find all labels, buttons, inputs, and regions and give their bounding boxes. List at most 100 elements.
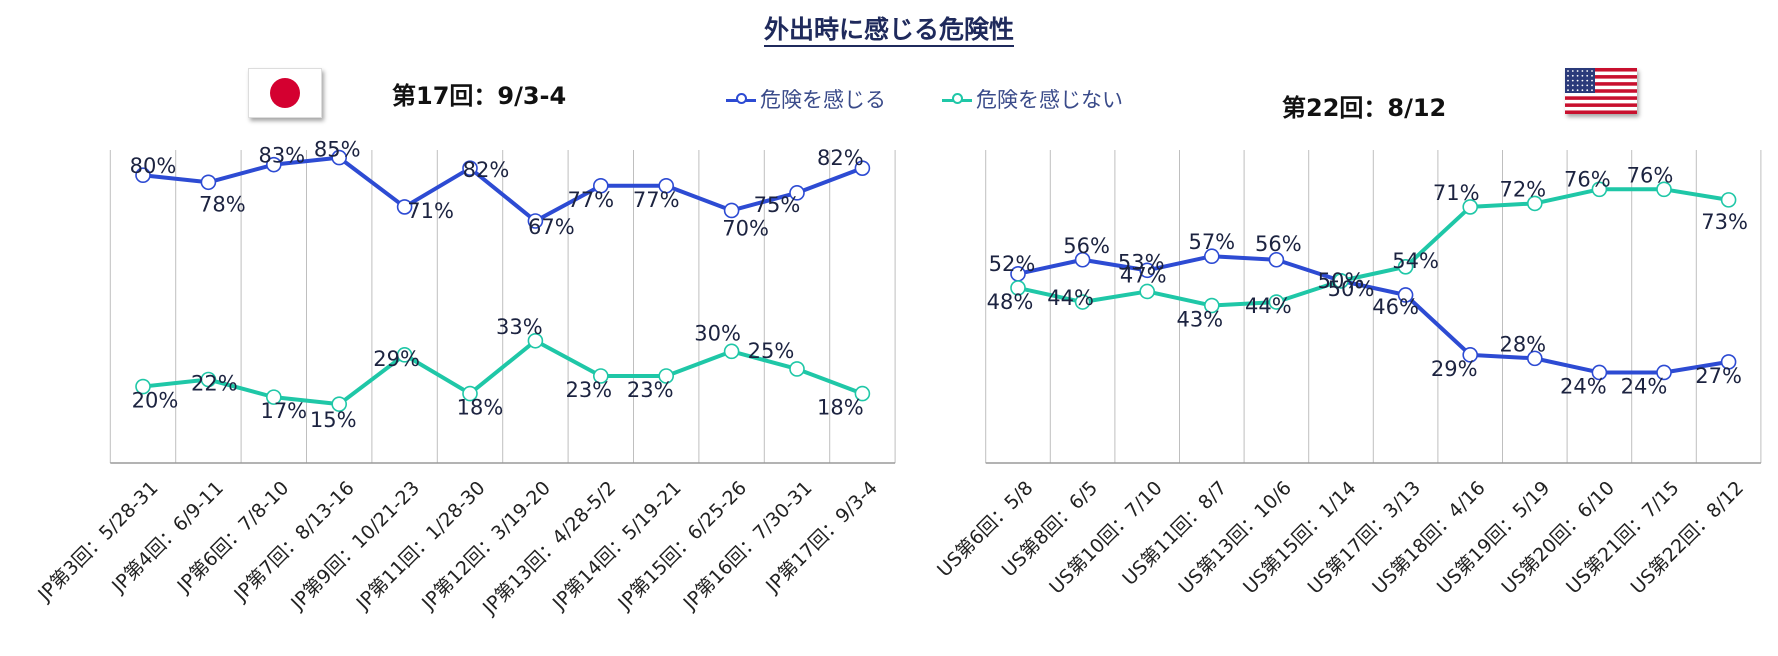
jp-point-no-danger: [200, 371, 217, 388]
us-point-danger: [1397, 287, 1414, 303]
flag-stripe: [1565, 75, 1637, 79]
flag-star: [1567, 84, 1569, 87]
flag-stripe: [1565, 110, 1637, 114]
legend-marker-danger: [736, 93, 747, 104]
usa-flag-svg: [1565, 68, 1637, 114]
jp-point-no-danger: [331, 396, 348, 412]
jp-data-label-danger: 75%: [754, 193, 801, 217]
flag-star: [1571, 89, 1574, 92]
flag-stripe: [1565, 68, 1637, 72]
jp-tick-label: JP第7回：8/13-16: [229, 477, 358, 606]
jp-tick-label: JP第14回：5/19-21: [548, 477, 686, 615]
jp-point-danger: [462, 160, 478, 176]
jp-data-label-no-danger: 20%: [132, 389, 179, 413]
us-data-label-no-danger: 44%: [1047, 286, 1094, 310]
jp-point-no-danger: [527, 332, 544, 349]
flag-star: [1576, 89, 1579, 92]
jp-point-danger: [135, 167, 151, 184]
flag-stripe: [1565, 96, 1637, 100]
us-point-no-danger: [1204, 297, 1220, 314]
us-tick-label: US第20回：6/10: [1497, 477, 1618, 598]
us-point-no-danger: [1139, 283, 1155, 300]
us-tick-label: US第18回：4/16: [1368, 477, 1489, 598]
jp-data-label-no-danger: 23%: [627, 378, 674, 402]
us-data-label-danger: 52%: [989, 252, 1036, 276]
jp-tick-label: JP第9回：10/21-23: [286, 477, 424, 615]
jp-series-line-no-danger: [142, 338, 864, 407]
flag-star: [1586, 74, 1589, 77]
flag-star: [1591, 70, 1593, 72]
flag-star: [1581, 74, 1584, 77]
flag-star: [1571, 70, 1574, 72]
us-data-label-danger: 53%: [1118, 250, 1165, 274]
us-data-label-danger: 56%: [1063, 234, 1110, 258]
flag-star: [1581, 84, 1584, 87]
flag-star: [1586, 89, 1589, 92]
flag-star: [1591, 84, 1593, 87]
jp-point-danger: [396, 199, 413, 215]
usa-flag-icon: [1565, 68, 1637, 114]
jp-tick-label: JP第16回：7/30-31: [679, 477, 817, 615]
japan-flag-disc: [270, 78, 300, 108]
flag-star: [1576, 79, 1579, 82]
us-data-label-no-danger: 73%: [1701, 210, 1748, 234]
jp-point-no-danger: [396, 347, 413, 363]
jp-tick-label: JP第4回：6/9-11: [107, 477, 228, 598]
jp-data-label-no-danger: 18%: [457, 396, 504, 420]
us-data-label-danger: 56%: [1255, 232, 1302, 256]
jp-data-label-danger: 78%: [199, 192, 246, 216]
flag-star: [1581, 79, 1584, 82]
flag-star: [1576, 74, 1579, 77]
us-point-no-danger: [1010, 280, 1026, 296]
jp-point-danger: [658, 177, 675, 194]
jp-point-no-danger: [854, 385, 871, 402]
flag-star: [1581, 89, 1584, 92]
jp-data-label-danger: 77%: [633, 188, 680, 212]
us-chart-subtitle: 第22回：8/12: [1282, 94, 1447, 122]
us-line-chart: 52%56%53%57% 56%50%46%29%28%24% 24% 27%48% 4…: [933, 150, 1762, 598]
jp-data-label-no-danger: 25%: [748, 339, 795, 363]
jp-data-label-no-danger: 18%: [817, 396, 864, 420]
jp-data-label-danger: 70%: [722, 216, 769, 240]
flag-star: [1567, 89, 1569, 92]
legend-marker-no-danger: [952, 93, 963, 104]
us-data-label-no-danger: 47%: [1120, 263, 1167, 287]
us-point-no-danger: [1527, 195, 1543, 212]
jp-point-danger: [723, 202, 740, 219]
jp-tick-label: JP第11回：1/28-30: [352, 477, 490, 615]
us-series-line-no-danger: [1017, 187, 1729, 308]
us-point-danger: [1591, 364, 1608, 381]
flag-star: [1567, 79, 1569, 82]
us-data-label-danger: 29%: [1431, 357, 1478, 381]
us-series-line-danger: [1017, 254, 1729, 375]
jp-point-no-danger: [135, 378, 151, 395]
flag-star: [1571, 79, 1574, 82]
flag-stripe: [1565, 89, 1637, 93]
us-data-label-danger: 24%: [1560, 374, 1607, 398]
us-data-label-danger: 50%: [1318, 269, 1365, 293]
jp-data-label-danger: 82%: [817, 146, 864, 170]
jp-point-no-danger: [462, 385, 478, 402]
flag-stripe: [1565, 103, 1637, 107]
jp-point-danger: [527, 213, 544, 229]
jp-data-label-danger: 85%: [314, 138, 361, 162]
us-point-danger: [1139, 262, 1155, 279]
flag-star: [1576, 84, 1579, 87]
jp-tick-label: JP第12回：3/19-20: [417, 477, 555, 615]
us-point-no-danger: [1462, 199, 1478, 215]
jp-point-no-danger: [592, 368, 609, 384]
jp-line-chart: 80% 78% 83% 85% 71% 82% 67% 77% 77% 70%75% 82% 20% 2…: [33, 138, 896, 619]
us-point-no-danger: [1397, 258, 1414, 275]
flag-star: [1591, 74, 1593, 77]
us-data-label-danger: 46%: [1372, 295, 1419, 319]
us-tick-label: US第19回：5/19: [1433, 477, 1554, 598]
jp-data-label-no-danger: 29%: [373, 347, 420, 371]
us-point-danger: [1074, 251, 1091, 268]
jp-series-line-danger: [142, 155, 864, 224]
jp-chart-subtitle: 第17回：9/3-4: [392, 82, 567, 110]
jp-point-danger: [789, 185, 805, 201]
us-data-label-no-danger: 72%: [1499, 177, 1546, 201]
flag-star: [1571, 84, 1574, 87]
us-point-no-danger: [1720, 192, 1737, 208]
us-data-label-danger: 24%: [1621, 374, 1668, 398]
